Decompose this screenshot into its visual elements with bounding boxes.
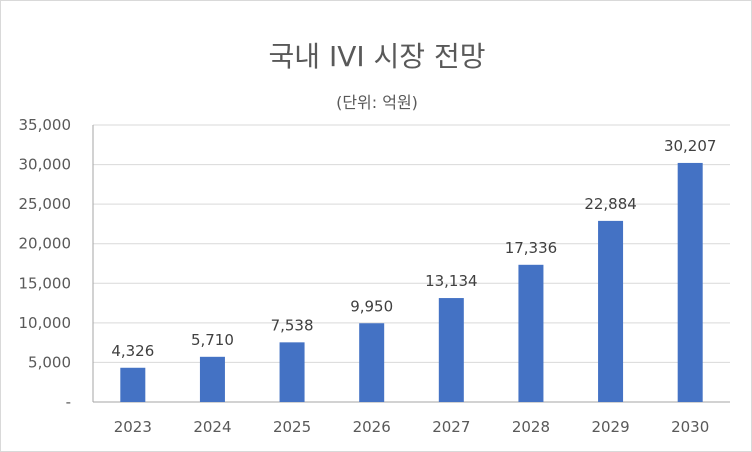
data-label: 7,538: [271, 316, 314, 334]
y-tick-label: -: [66, 393, 71, 411]
x-tick-label: 2025: [273, 418, 311, 436]
bar: [199, 356, 225, 402]
bar: [359, 323, 385, 402]
y-tick-label: 10,000: [19, 314, 72, 332]
bar: [120, 367, 146, 402]
bar: [677, 162, 703, 402]
data-label: 22,884: [584, 195, 637, 213]
x-tick-label: 2030: [671, 418, 709, 436]
bar: [518, 264, 544, 402]
x-tick-label: 2028: [512, 418, 550, 436]
y-tick-label: 25,000: [19, 195, 72, 213]
data-label: 5,710: [191, 331, 234, 349]
x-tick-label: 2029: [591, 418, 629, 436]
data-label: 17,336: [505, 239, 558, 257]
x-tick-label: 2026: [353, 418, 391, 436]
y-tick-label: 30,000: [19, 156, 72, 174]
y-tick-label: 15,000: [19, 274, 72, 292]
y-tick-label: 5,000: [28, 353, 71, 371]
x-tick-label: 2027: [432, 418, 470, 436]
y-tick-label: 35,000: [19, 116, 72, 134]
bar: [598, 220, 624, 402]
data-label: 4,326: [111, 342, 154, 360]
data-label: 9,950: [350, 297, 393, 315]
data-label: 30,207: [664, 137, 717, 155]
x-tick-label: 2023: [114, 418, 152, 436]
data-label: 13,134: [425, 272, 478, 290]
chart-title: 국내 IVI 시장 전망: [268, 40, 486, 73]
bar: [438, 298, 464, 402]
bar: [279, 342, 305, 402]
chart-subtitle: (단위: 억원): [336, 93, 418, 112]
y-tick-label: 20,000: [19, 235, 72, 253]
x-tick-label: 2024: [193, 418, 231, 436]
